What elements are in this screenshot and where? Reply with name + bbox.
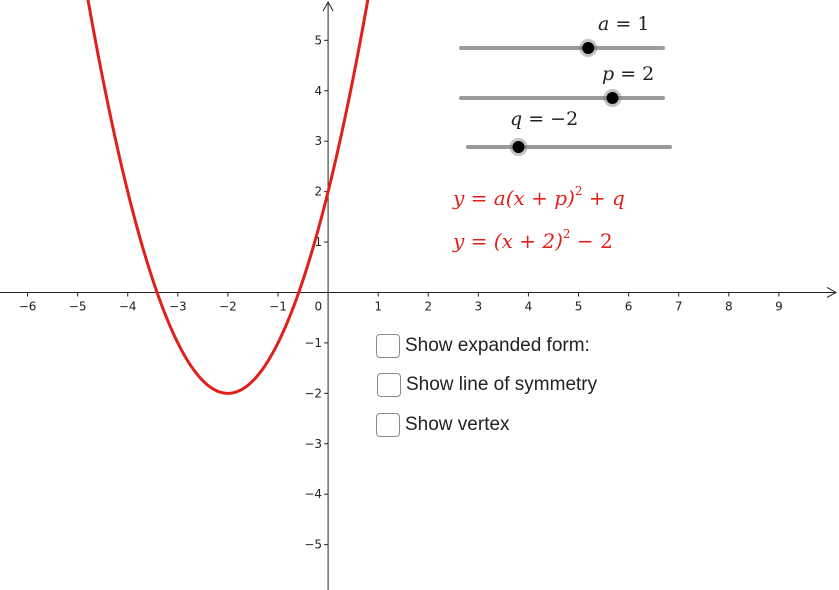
y-tick-label: 5 bbox=[314, 33, 322, 47]
slider-q[interactable]: q = −2 bbox=[466, 108, 672, 156]
checkbox-row-vertex[interactable]: Show vertex bbox=[376, 412, 510, 438]
slider-q-knob[interactable] bbox=[512, 141, 525, 153]
x-tick-label: 9 bbox=[775, 299, 783, 313]
y-tick-label: −2 bbox=[304, 386, 322, 400]
slider-a-knob[interactable] bbox=[582, 42, 595, 54]
x-tick-label: 3 bbox=[475, 299, 483, 313]
x-tick-label: 5 bbox=[575, 299, 583, 313]
x-tick-label: −4 bbox=[119, 299, 137, 313]
slider-p-label: p = 2 bbox=[602, 63, 654, 85]
x-tick-label: 7 bbox=[675, 299, 683, 313]
y-axis-arrow bbox=[322, 0, 334, 12]
x-tick-label: −2 bbox=[219, 299, 237, 313]
vertex-checkbox[interactable] bbox=[376, 413, 400, 437]
origin-label: 0 bbox=[314, 299, 322, 313]
y-tick-label: 2 bbox=[314, 185, 322, 199]
slider-a-label: a = 1 bbox=[598, 13, 649, 35]
checkbox-row-expanded-form[interactable]: Show expanded form: bbox=[376, 333, 590, 359]
y-tick-label: −1 bbox=[304, 336, 322, 350]
x-tick-label: 8 bbox=[725, 299, 733, 313]
y-tick-label: −4 bbox=[304, 487, 322, 501]
expanded-form-label[interactable]: Show expanded form: bbox=[405, 335, 590, 356]
x-tick-label: −5 bbox=[69, 299, 87, 313]
y-tick-label: 1 bbox=[314, 235, 322, 249]
y-tick-label: 4 bbox=[314, 84, 322, 98]
x-tick-label: 1 bbox=[374, 299, 382, 313]
slider-p-knob[interactable] bbox=[606, 92, 619, 104]
x-tick-label: 6 bbox=[625, 299, 633, 313]
equation-general: y = a(x + p)2 + q bbox=[452, 184, 625, 210]
equation-specific: y = (x + 2)2 − 2 bbox=[452, 227, 613, 253]
parabola-curve bbox=[86, 0, 370, 395]
y-tick-label: −3 bbox=[304, 437, 322, 451]
slider-q-label: q = −2 bbox=[510, 108, 578, 130]
x-axis-arrow bbox=[826, 287, 838, 298]
x-tick-label: 2 bbox=[424, 299, 432, 313]
x-tick-label: −1 bbox=[269, 299, 287, 313]
y-tick-label: 3 bbox=[314, 134, 322, 148]
x-tick-label: −6 bbox=[19, 299, 37, 313]
slider-a[interactable]: a = 1 bbox=[459, 13, 665, 57]
expanded-form-checkbox[interactable] bbox=[376, 334, 400, 358]
slider-p[interactable]: p = 2 bbox=[459, 63, 665, 107]
tick-labels: −6 −5 −4 −3 −2 −1 1 2 3 4 5 6 7 8 9 −5 −4 −3 −2 −1 1 2 3 4 5 0 bbox=[19, 33, 783, 551]
vertex-label[interactable]: Show vertex bbox=[405, 414, 510, 435]
y-tick-label: −5 bbox=[304, 538, 322, 552]
x-tick-label: 4 bbox=[525, 299, 533, 313]
line-of-symmetry-checkbox[interactable] bbox=[377, 373, 401, 397]
x-tick-label: −3 bbox=[169, 299, 187, 313]
checkbox-row-line-of-symmetry[interactable]: Show line of symmetry bbox=[377, 372, 597, 398]
line-of-symmetry-label[interactable]: Show line of symmetry bbox=[406, 374, 598, 395]
